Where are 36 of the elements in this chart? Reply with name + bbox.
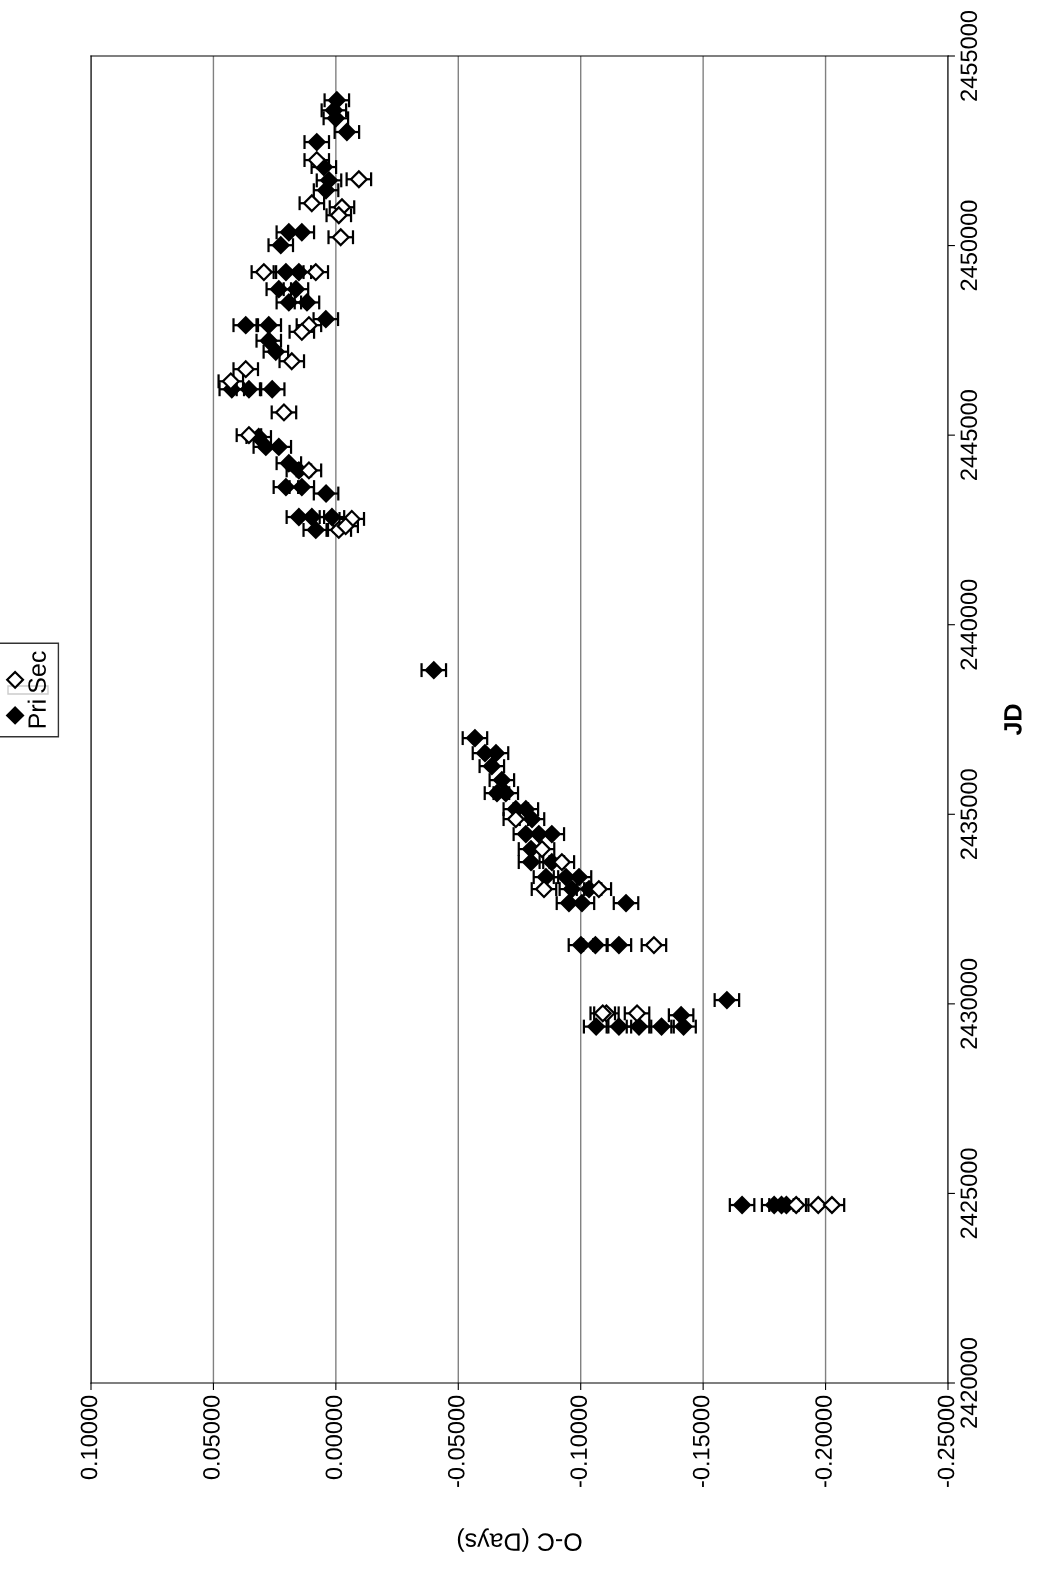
point (331, 228, 350, 247)
y-tick-label: 2435000 (960, 769, 978, 860)
x-tick-label: -0.15000 (692, 1395, 710, 1487)
y-tick-label: 2445000 (960, 390, 978, 480)
point (292, 322, 311, 341)
x-tick-label: 0.05000 (203, 1395, 220, 1480)
x-tick-label: -0.10000 (570, 1395, 588, 1487)
point (282, 352, 301, 371)
point (349, 170, 368, 189)
point (239, 426, 258, 445)
point (274, 403, 293, 422)
x-tick-label: -0.25000 (937, 1395, 955, 1487)
legend-label: Pri (27, 700, 46, 728)
point (336, 517, 355, 536)
y-axis-title: JD (1004, 704, 1022, 736)
point (302, 194, 321, 213)
y-tick-label: 2430000 (960, 958, 978, 1049)
y-tick-label: 2440000 (960, 579, 978, 670)
point (822, 1196, 841, 1214)
y-tick-label: 2425000 (960, 1148, 978, 1239)
point (307, 151, 326, 170)
y-tick-label: 2450000 (960, 200, 978, 291)
x-tick-label: -0.05000 (447, 1395, 465, 1487)
x-tick-label: 0.00000 (325, 1395, 343, 1480)
x-axis-title: O-C (Days) (457, 1528, 582, 1552)
point (236, 360, 255, 379)
point (535, 880, 553, 899)
point (644, 936, 663, 955)
x-tick-label: 0.10000 (80, 1395, 98, 1480)
point (628, 1004, 646, 1023)
point (329, 206, 348, 225)
legend-label: Sec (28, 651, 46, 693)
y-tick-label: 2420000 (960, 1337, 978, 1428)
x-tick-label: -0.20000 (815, 1395, 832, 1487)
y-tick-label: 2455000 (960, 10, 978, 101)
point (306, 263, 325, 282)
